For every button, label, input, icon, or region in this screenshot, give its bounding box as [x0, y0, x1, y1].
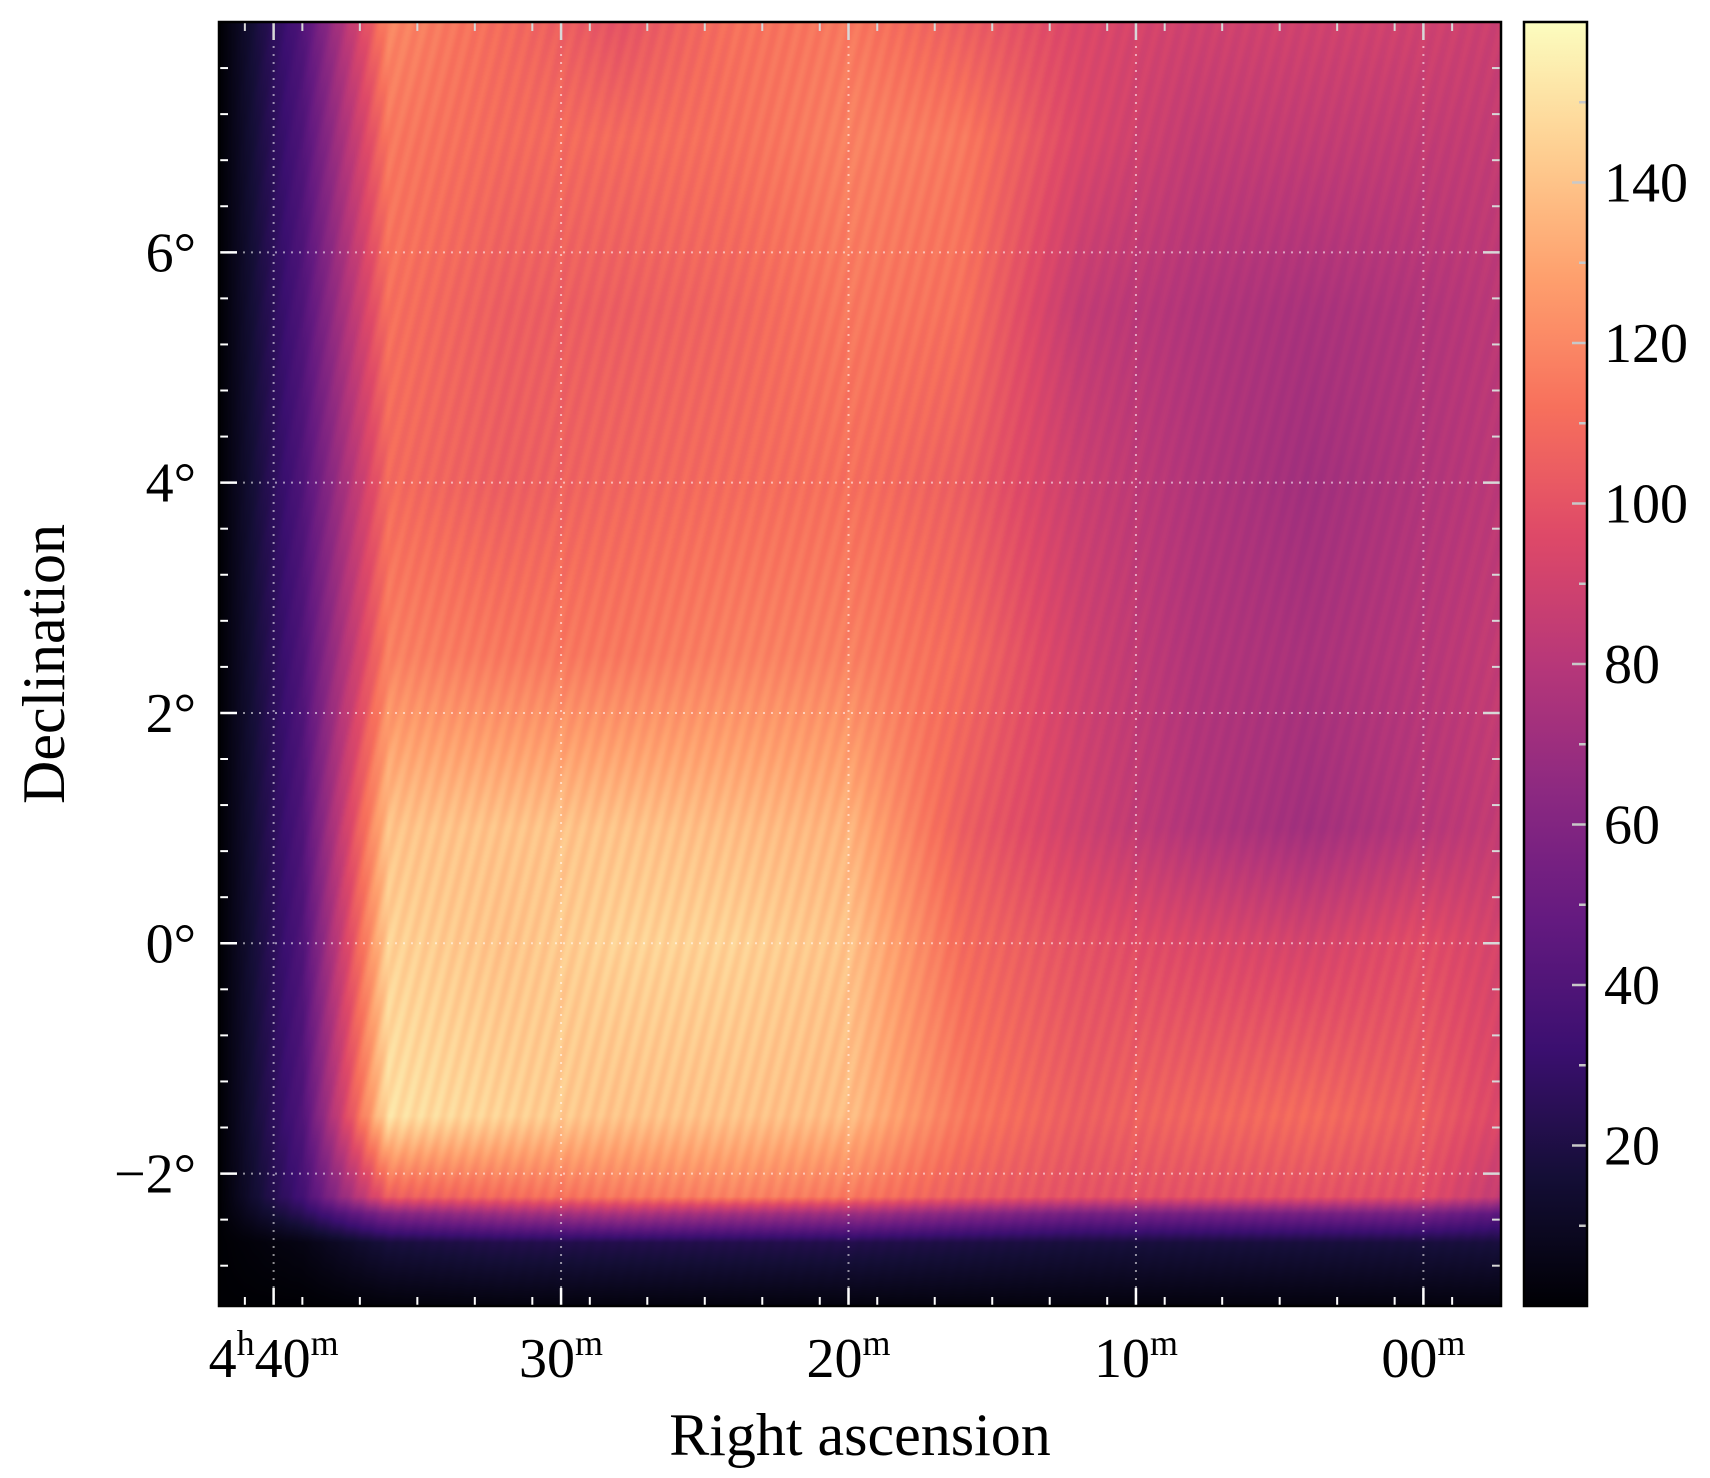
- colorbar: 20 40 60 80 100 120 140: [1522, 20, 1688, 1308]
- x-tick-label: 10m: [1094, 1323, 1178, 1390]
- x-tick-label-unit: m: [1150, 1323, 1178, 1363]
- colorbar-ticks: [1572, 101, 1587, 1227]
- colorbar-tick-label: 80: [1604, 634, 1660, 696]
- plot-area: [217, 20, 1503, 1308]
- x-tick-label-main: 30: [519, 1328, 575, 1390]
- x-tick-label-base: 4: [209, 1328, 237, 1390]
- x-tick-label-main: 00: [1381, 1328, 1437, 1390]
- x-tick-labels: 4h40m 30m 20m 10m 00m: [209, 1323, 1466, 1390]
- y-tick-label: 4°: [146, 453, 196, 515]
- colorbar-tick-label: 120: [1604, 313, 1688, 375]
- axis-minor-ticks: [219, 22, 1501, 1306]
- y-tick-label: 0°: [146, 913, 196, 975]
- heatmap-image: [219, 22, 1501, 1306]
- x-tick-label-unit: m: [575, 1323, 603, 1363]
- colorbar-tick-label: 60: [1604, 795, 1660, 857]
- y-axis-label: Declination: [11, 524, 77, 804]
- y-tick-label: 2°: [146, 683, 196, 745]
- x-tick-label: 00m: [1381, 1323, 1465, 1390]
- x-tick-label-unit: m: [311, 1323, 339, 1363]
- plot-frame: [217, 20, 1503, 1308]
- colorbar-tick-labels: 20 40 60 80 100 120 140: [1604, 153, 1688, 1178]
- y-tick-label: 6°: [146, 222, 196, 284]
- y-tick-labels: 6° 4° 2° 0° −2°: [114, 222, 196, 1205]
- colorbar-tick-label: 140: [1604, 153, 1688, 215]
- grid-lines: [219, 22, 1501, 1306]
- x-tick-label-base-unit: h: [237, 1323, 255, 1363]
- x-tick-label: 30m: [519, 1323, 603, 1390]
- x-tick-label-main: 10: [1094, 1328, 1150, 1390]
- y-tick-label: −2°: [114, 1144, 196, 1206]
- colorbar-tick-label: 100: [1604, 474, 1688, 536]
- x-tick-label-main: 20: [806, 1328, 862, 1390]
- x-tick-label-main: 40: [255, 1328, 311, 1390]
- x-tick-label: 20m: [806, 1323, 890, 1390]
- colorbar-tick-label: 40: [1604, 955, 1660, 1017]
- x-axis-label: Right ascension: [669, 1402, 1051, 1468]
- x-tick-label-unit: m: [862, 1323, 890, 1363]
- colorbar-frame: [1522, 20, 1589, 1308]
- colorbar-tick-label: 20: [1604, 1116, 1660, 1178]
- x-tick-label: 4h40m: [209, 1323, 339, 1390]
- x-tick-label-unit: m: [1437, 1323, 1465, 1363]
